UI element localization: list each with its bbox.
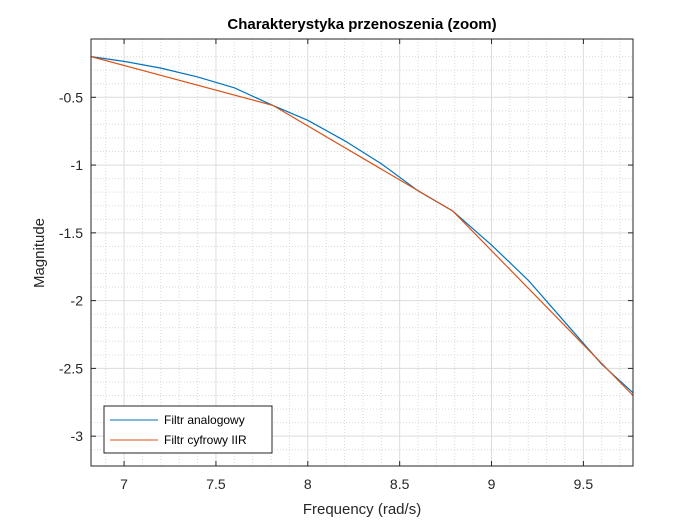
series-line-analog	[90, 56, 634, 394]
x-tick-label: 7	[120, 476, 128, 492]
y-tick-label: -1.5	[59, 225, 83, 241]
plot-frame	[90, 38, 634, 467]
legend-label-digital: Filtr cyfrowy IIR	[164, 433, 247, 447]
y-tick-label: -3	[71, 428, 84, 444]
x-tick-label: 8	[304, 476, 312, 492]
x-tick-label: 9	[488, 476, 496, 492]
legend-label-analog: Filtr analogowy	[164, 413, 245, 427]
legend-box	[103, 405, 273, 454]
y-tick-label: -1	[71, 157, 84, 173]
y-tick-label: -2	[71, 293, 84, 309]
chart-title: Charakterystyka przenoszenia (zoom)	[227, 16, 496, 33]
x-tick-label: 8.5	[390, 476, 410, 492]
x-axis-label: Frequency (rad/s)	[303, 501, 421, 518]
y-tick-label: -0.5	[59, 89, 83, 105]
x-tick-label: 7.5	[206, 476, 226, 492]
plot-area	[91, 39, 633, 466]
y-tick-label: -2.5	[59, 360, 83, 376]
series-line-digital	[90, 56, 634, 396]
series-layer	[90, 56, 634, 396]
x-tick-label: 9.5	[574, 476, 594, 492]
y-axis-label: Magnitude	[31, 218, 48, 288]
legend: Filtr analogowy Filtr cyfrowy IIR	[103, 405, 273, 454]
axis-ticks	[91, 39, 633, 466]
minor-grid	[91, 39, 633, 466]
tick-labels: 7 7.5 8 8.5 9 9.5 -0.5 -1 -1.5 -2 -2.5 -3	[59, 89, 593, 492]
